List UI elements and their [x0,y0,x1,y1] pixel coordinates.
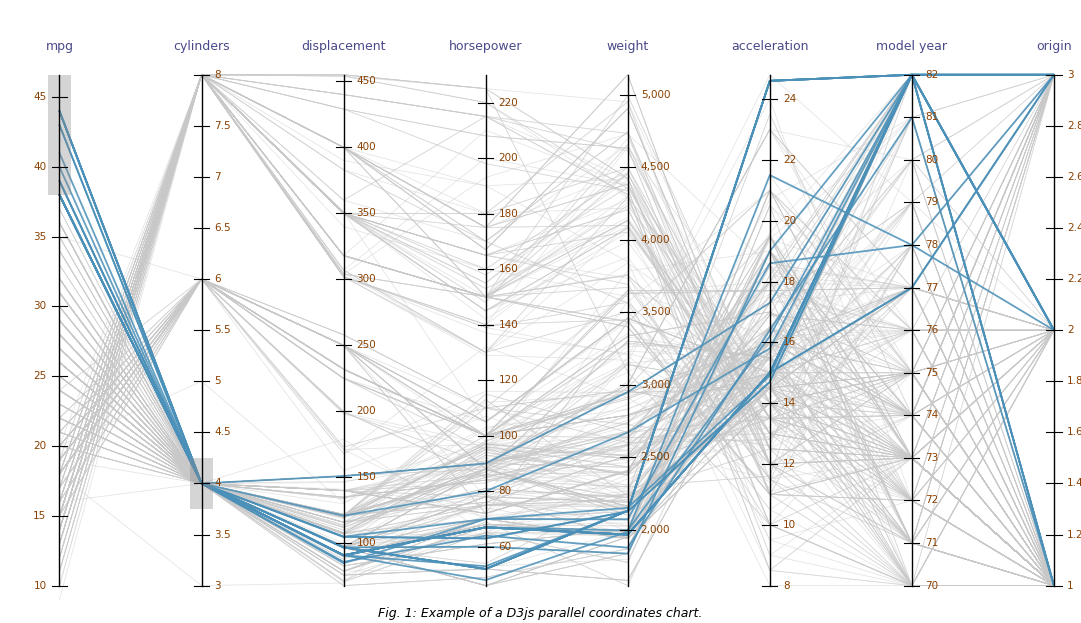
Text: 20: 20 [34,441,46,451]
Text: 7: 7 [214,172,222,182]
Text: 2,500: 2,500 [641,452,670,462]
Text: 4.5: 4.5 [214,427,231,437]
Text: weight: weight [606,40,649,53]
Text: 3: 3 [1067,70,1073,80]
Text: 300: 300 [357,274,376,284]
Text: cylinders: cylinders [173,40,230,53]
Text: 40: 40 [34,162,46,172]
Text: 30: 30 [34,302,46,312]
Text: 77: 77 [925,283,938,293]
Text: 140: 140 [498,320,519,330]
Text: 160: 160 [498,264,519,274]
Text: 2,000: 2,000 [641,525,670,535]
Text: 8: 8 [783,581,789,591]
Text: 8: 8 [214,70,222,80]
Text: 220: 220 [498,98,519,108]
Text: 35: 35 [34,232,46,242]
Bar [48,75,71,195]
Text: 12: 12 [783,459,796,469]
Text: 200: 200 [357,406,376,416]
Text: 400: 400 [357,143,376,153]
Text: 1.8: 1.8 [1067,376,1081,386]
Text: 75: 75 [925,368,938,378]
Text: 5,000: 5,000 [641,90,670,100]
Text: 81: 81 [925,112,938,122]
Text: 2.8: 2.8 [1067,121,1081,131]
Text: 5: 5 [214,376,222,386]
Text: 100: 100 [498,430,518,440]
Text: 78: 78 [925,240,938,250]
Text: 250: 250 [357,340,376,350]
Text: 45: 45 [34,92,46,102]
Bar [189,458,213,509]
Text: 24: 24 [783,94,796,104]
Text: horsepower: horsepower [449,40,522,53]
Text: 80: 80 [925,155,938,165]
Text: 22: 22 [783,155,796,165]
Text: mpg: mpg [45,40,74,53]
Text: 1: 1 [1067,581,1073,591]
Text: 18: 18 [783,277,796,287]
Text: 2.2: 2.2 [1067,274,1081,284]
Text: 120: 120 [498,375,519,385]
Text: 73: 73 [925,453,938,463]
Text: 79: 79 [925,197,938,207]
Text: 74: 74 [925,411,938,421]
Text: 350: 350 [357,208,376,219]
Text: 82: 82 [925,70,938,80]
Text: model year: model year [877,40,947,53]
Text: 72: 72 [925,495,938,505]
Text: 1.4: 1.4 [1067,478,1081,488]
Text: 450: 450 [357,77,376,87]
Text: 180: 180 [498,209,519,219]
Text: origin: origin [1037,40,1071,53]
Text: 2.4: 2.4 [1067,223,1081,233]
Text: 5.5: 5.5 [214,325,231,335]
Text: 7.5: 7.5 [214,121,231,131]
Text: 2: 2 [1067,325,1073,335]
Text: 10: 10 [34,581,46,591]
Text: 80: 80 [498,486,511,497]
Text: 3,500: 3,500 [641,307,670,317]
Text: 71: 71 [925,538,938,548]
Text: 4,000: 4,000 [641,235,670,245]
Text: 6: 6 [214,274,222,284]
Text: 1.6: 1.6 [1067,427,1081,437]
Text: 15: 15 [34,511,46,521]
Text: acceleration: acceleration [731,40,809,53]
Text: 3.5: 3.5 [214,530,231,540]
Text: 150: 150 [357,472,376,482]
Text: 3: 3 [214,581,222,591]
Text: 25: 25 [34,371,46,381]
Text: 20: 20 [783,216,796,226]
Text: 4: 4 [214,478,222,488]
Text: 3,000: 3,000 [641,380,670,390]
Text: 70: 70 [925,581,938,591]
Text: 100: 100 [357,538,376,548]
Text: 6.5: 6.5 [214,223,231,233]
Text: displacement: displacement [302,40,386,53]
Text: 2.6: 2.6 [1067,172,1081,182]
Text: 60: 60 [498,542,511,552]
Text: 200: 200 [498,153,518,163]
Text: 1.2: 1.2 [1067,530,1081,540]
Text: Fig. 1: Example of a D3js parallel coordinates chart.: Fig. 1: Example of a D3js parallel coord… [378,607,703,620]
Text: 4,500: 4,500 [641,163,670,173]
Text: 76: 76 [925,325,938,335]
Text: 16: 16 [783,337,796,348]
Text: 10: 10 [783,520,796,530]
Text: 14: 14 [783,398,796,408]
